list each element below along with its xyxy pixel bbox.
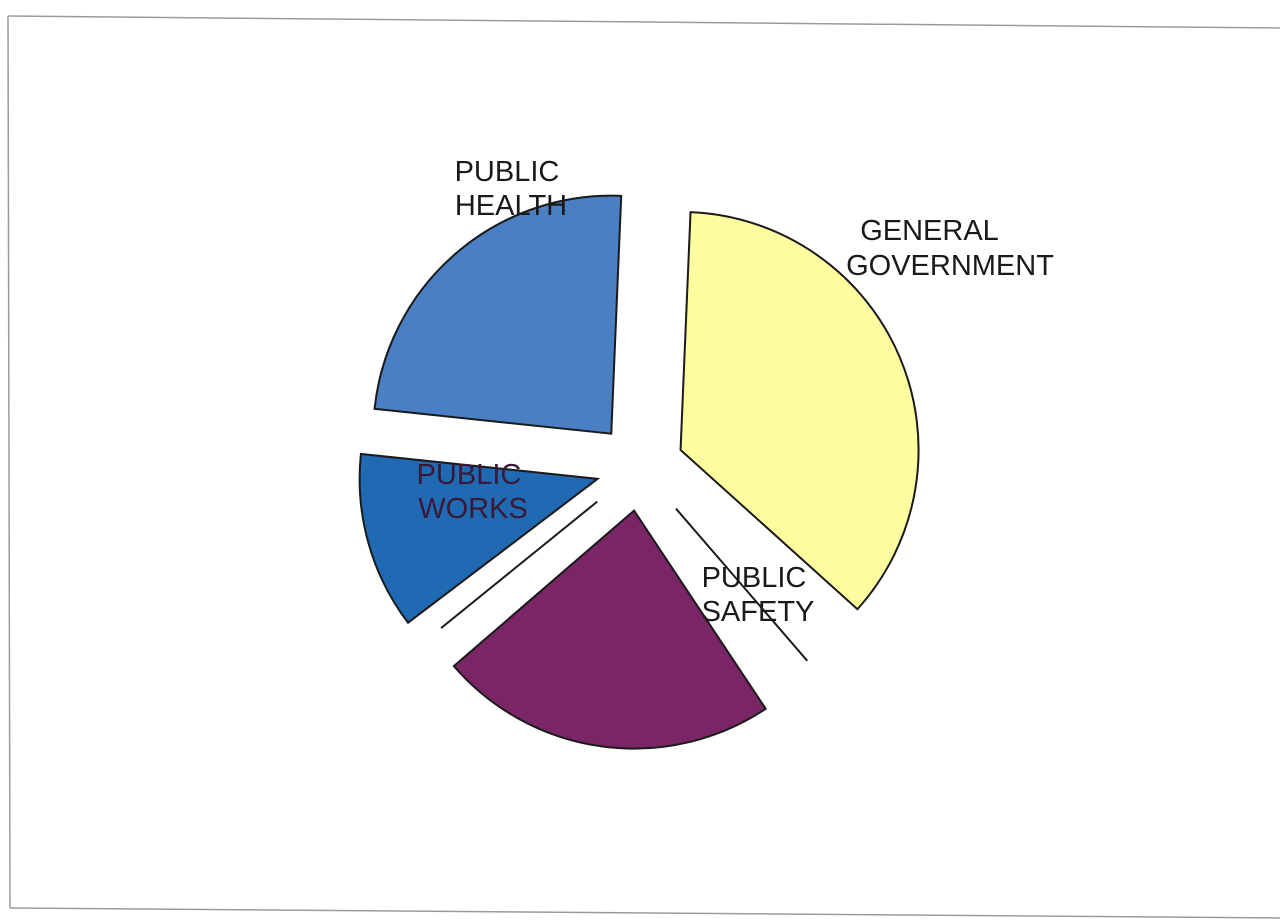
page-border-left (7, 15, 11, 909)
slice-public-safety (679, 211, 920, 611)
slice-public-health (358, 452, 601, 625)
pie-gap-lines (440, 500, 809, 662)
slice-general-government (373, 194, 623, 435)
slice-public-works (452, 509, 768, 750)
page-border-top (7, 15, 1281, 29)
pie-chart (358, 194, 920, 750)
label-public-safety: PUBLIC SAFETY (702, 562, 815, 628)
page-border-bottom (9, 907, 1281, 919)
gap-line-gap_1 (675, 507, 809, 662)
gap-line-gap_2 (440, 500, 598, 629)
label-public-works: PUBLIC WORKS (417, 459, 530, 525)
label-public-health: PUBLIC HEALTH (455, 156, 568, 222)
label-general-government: GENERAL GOVERNMENT (846, 215, 1054, 282)
